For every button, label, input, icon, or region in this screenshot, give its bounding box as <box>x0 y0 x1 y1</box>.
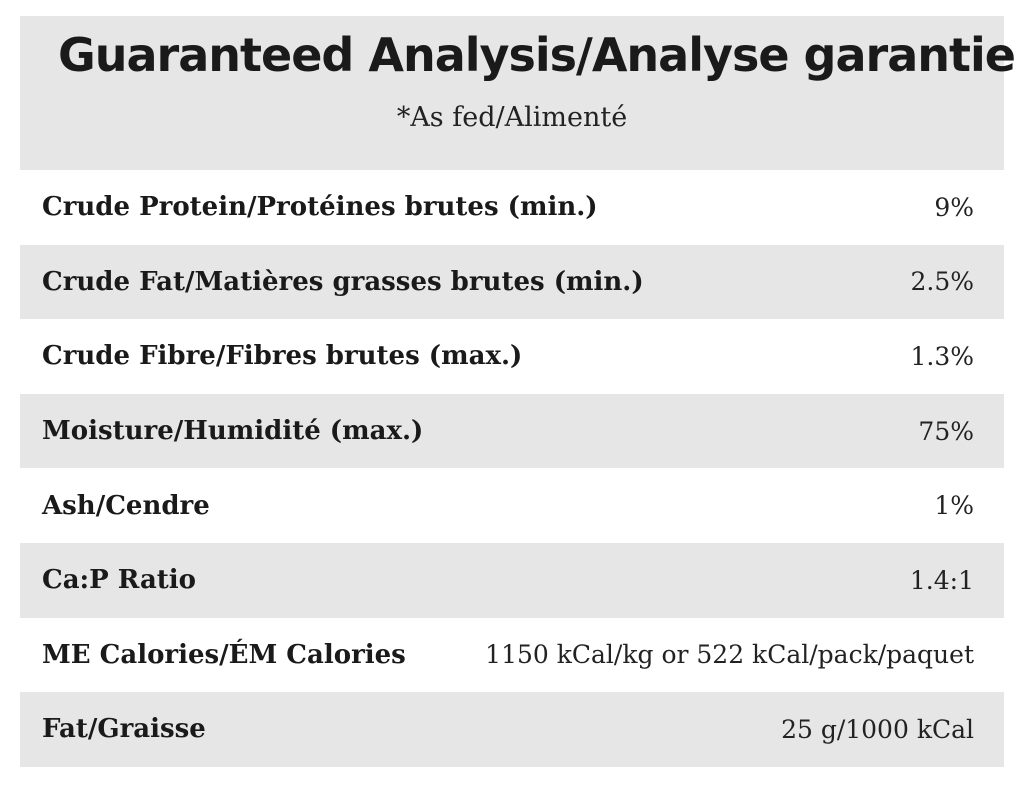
table: Crude Protein/Protéines brutes (min.) 9% C… <box>20 170 1004 767</box>
table-row: Crude Fibre/Fibres brutes (max.) 1.3% <box>20 319 1004 394</box>
label: Fat/Graisse <box>42 714 206 745</box>
label: Ash/Cendre <box>42 490 210 521</box>
value: 75% <box>918 416 974 446</box>
analysis-panel: Guaranteed Analysis/Analyse garantie *As… <box>20 16 1016 767</box>
value: 9% <box>934 192 974 222</box>
value: 1.3% <box>910 341 974 371</box>
label: Crude Fat/Matières grasses brutes (min.) <box>42 266 644 297</box>
label: Crude Fibre/Fibres brutes (max.) <box>42 341 523 372</box>
table-row: ME Calories/ÉM Calories 1150 kCal/kg or 5… <box>20 618 1004 693</box>
value: 2.5% <box>910 267 974 297</box>
label: ME Calories/ÉM Calories <box>42 639 406 670</box>
subtitle: *As fed/Alimenté <box>396 102 628 133</box>
table-row: Crude Fat/Matières grasses brutes (min.)… <box>20 244 1004 320</box>
table-row: Moisture/Humidité (max.) 75% <box>20 393 1004 469</box>
table-row: Ash/Cendre 1% <box>20 468 1004 543</box>
label: Moisture/Humidité (max.) <box>42 416 424 447</box>
table-row: Crude Protein/Protéines brutes (min.) 9% <box>20 170 1004 245</box>
value: 1.4:1 <box>909 565 974 595</box>
table-row: Fat/Graisse 25 g/1000 kCal <box>20 692 1004 767</box>
table-row: Ca:P Ratio 1.4:1 <box>20 542 1004 618</box>
value: 25 g/1000 kCal <box>781 714 974 744</box>
header: Guaranteed Analysis/Analyse garantie *As… <box>20 16 1016 170</box>
label: Crude Protein/Protéines brutes (min.) <box>42 192 598 223</box>
title: Guaranteed Analysis/Analyse garantie <box>58 28 1016 82</box>
value: 1150 kCal/kg or 522 kCal/pack/paquet <box>485 640 974 670</box>
label: Ca:P Ratio <box>42 565 197 596</box>
value: 1% <box>934 491 974 521</box>
